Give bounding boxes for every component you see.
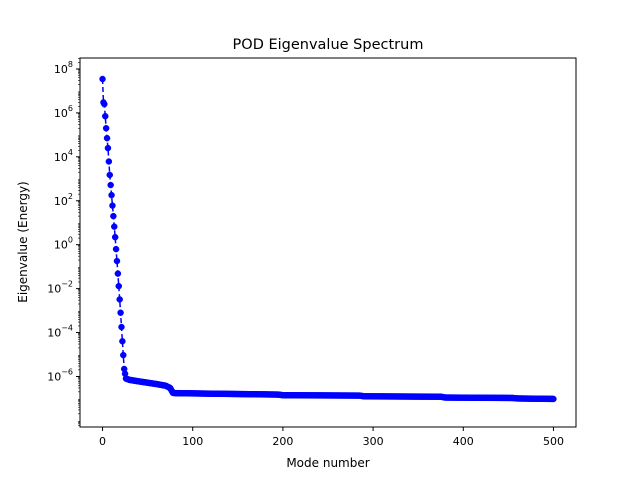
data-point (116, 283, 122, 289)
y-tick-label: 10−4 (47, 324, 73, 340)
data-point (550, 396, 556, 402)
data-point (102, 113, 108, 119)
data-point (103, 125, 109, 131)
y-tick-label: 100 (54, 236, 73, 252)
data-point (109, 192, 115, 198)
x-tick-label: 0 (99, 435, 106, 448)
data-point (114, 258, 120, 264)
x-tick-label: 100 (182, 435, 203, 448)
y-tick-label: 10−2 (47, 280, 73, 296)
y-tick-label: 102 (54, 192, 73, 208)
x-axis: 0 100 200 300 400 500 (99, 427, 564, 448)
data-point (108, 182, 114, 188)
chart-title: POD Eigenvalue Spectrum (233, 37, 424, 53)
x-axis-label: Mode number (286, 456, 369, 470)
data-point (101, 101, 107, 107)
y-tick-label: 104 (54, 148, 73, 164)
data-point (119, 338, 125, 344)
x-tick-label: 300 (363, 435, 384, 448)
data-point (104, 135, 110, 141)
data-point (100, 76, 106, 82)
data-point (112, 234, 118, 240)
data-point (118, 310, 124, 316)
data-point (106, 159, 112, 165)
x-tick-label: 500 (543, 435, 564, 448)
axes-frame (80, 58, 576, 427)
y-tick-label: 10−6 (47, 367, 73, 383)
series-line (103, 79, 554, 399)
data-point (109, 203, 115, 209)
y-axis-label: Eigenvalue (Energy) (16, 181, 30, 303)
data-point (118, 324, 124, 330)
data-point (115, 271, 121, 277)
x-tick-label: 400 (453, 435, 474, 448)
y-tick-label: 106 (54, 104, 73, 120)
data-point (110, 213, 116, 219)
plot-area (100, 76, 557, 402)
data-point (107, 172, 113, 178)
data-point (105, 145, 111, 151)
y-tick-label: 108 (54, 60, 73, 76)
data-point (111, 224, 117, 230)
y-axis: 108 106 104 102 100 10−2 10−4 10−6 (47, 59, 80, 426)
data-point (113, 246, 119, 252)
data-point (117, 296, 123, 302)
data-point (120, 352, 126, 358)
x-tick-label: 200 (272, 435, 293, 448)
